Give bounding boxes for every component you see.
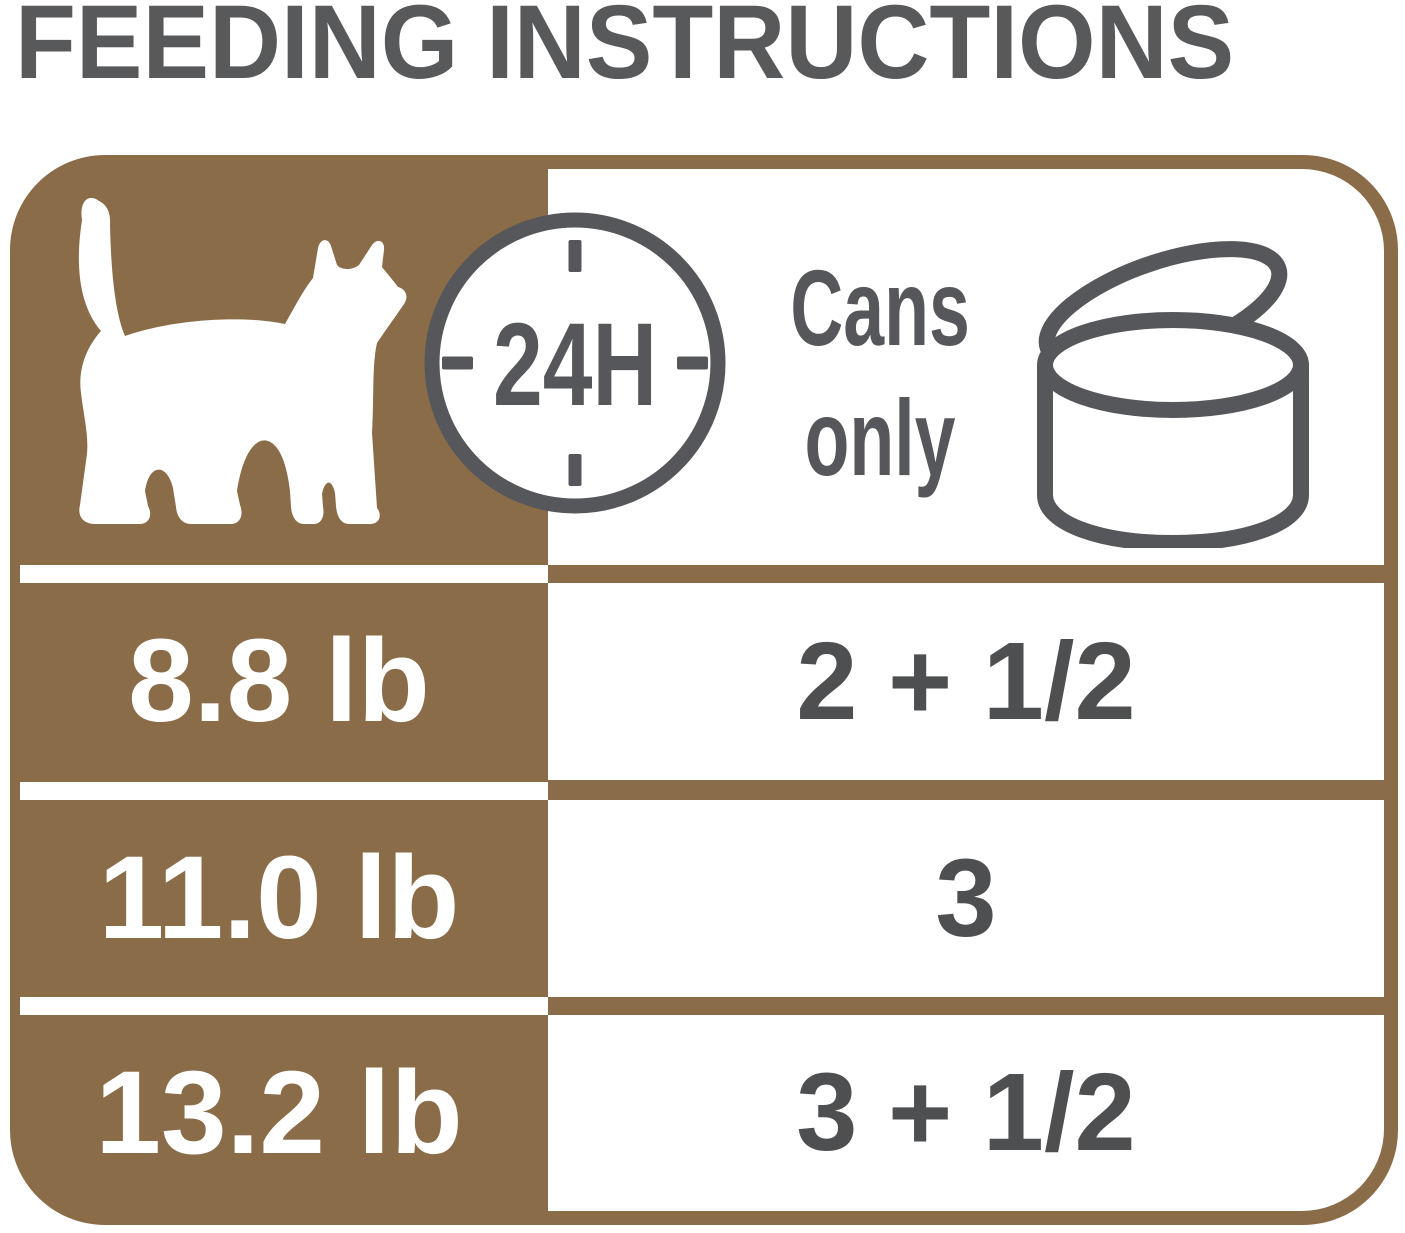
row2-cans-cell	[548, 800, 1384, 997]
open-can-icon	[1037, 241, 1309, 548]
cans-value-cell: 3	[935, 837, 997, 960]
row1-cans-cell	[548, 583, 1384, 780]
cans-value-cell: 2 + 1/2	[796, 620, 1136, 743]
clock-24h-icon: 24H	[424, 212, 726, 514]
page-title: FEEDING INSTRUCTIONS	[15, 0, 1235, 101]
separator-band	[20, 565, 548, 583]
clock-tick-right	[677, 356, 708, 370]
clock-badge-label: 24H	[493, 299, 657, 431]
cans-value-cell: 3 + 1/2	[796, 1051, 1136, 1174]
row3-cans-cell	[548, 1015, 1384, 1211]
clock-tick-bottom	[568, 454, 582, 486]
cans-only-line1: Cans	[790, 247, 970, 368]
can-rim	[1037, 312, 1309, 418]
separator-band	[20, 997, 548, 1015]
separator-band	[20, 782, 548, 800]
feeding-table: 24H Cans only 8.8 lb 11.0 lb 13.2 lb 2 +…	[10, 155, 1398, 1225]
cans-only-label: Cans only	[734, 243, 1026, 503]
weight-cell: 8.8 lb	[128, 615, 430, 747]
weight-cell: 11.0 lb	[98, 832, 460, 964]
weight-cell: 13.2 lb	[95, 1047, 463, 1179]
clock-tick-left	[442, 356, 473, 370]
cat-silhouette-icon	[78, 197, 407, 525]
clock-tick-top	[568, 240, 582, 272]
cans-only-line2: only	[804, 377, 956, 498]
